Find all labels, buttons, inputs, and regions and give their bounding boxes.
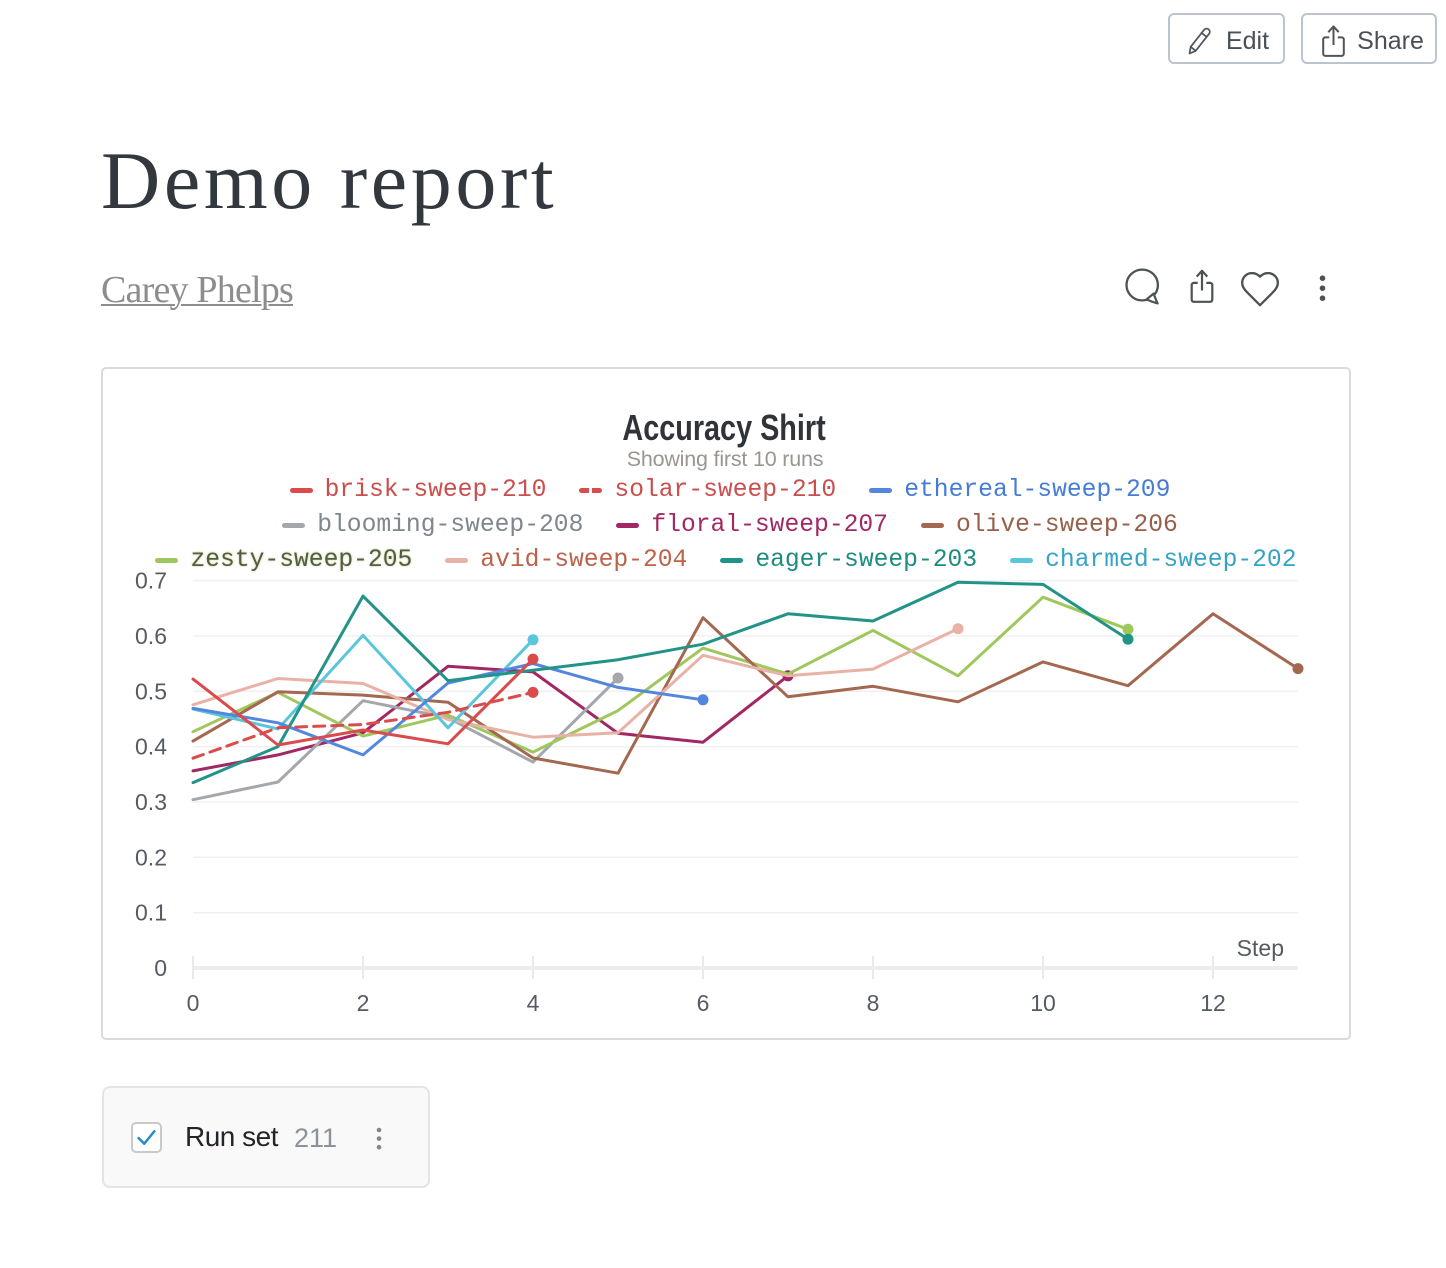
- svg-text:Step: Step: [1237, 935, 1284, 961]
- svg-text:0.2: 0.2: [135, 844, 167, 870]
- svg-text:12: 12: [1200, 990, 1226, 1016]
- svg-text:0: 0: [154, 955, 167, 981]
- svg-text:0.5: 0.5: [135, 678, 167, 704]
- svg-text:10: 10: [1030, 990, 1056, 1016]
- svg-text:4: 4: [527, 990, 540, 1016]
- svg-text:0.7: 0.7: [135, 568, 167, 594]
- svg-text:8: 8: [867, 990, 880, 1016]
- svg-text:0.1: 0.1: [135, 900, 167, 926]
- svg-text:0.3: 0.3: [135, 789, 167, 815]
- svg-text:0.4: 0.4: [135, 734, 167, 760]
- svg-text:0: 0: [187, 990, 200, 1016]
- svg-text:2: 2: [357, 990, 370, 1016]
- svg-text:0.6: 0.6: [135, 623, 167, 649]
- svg-text:6: 6: [697, 990, 710, 1016]
